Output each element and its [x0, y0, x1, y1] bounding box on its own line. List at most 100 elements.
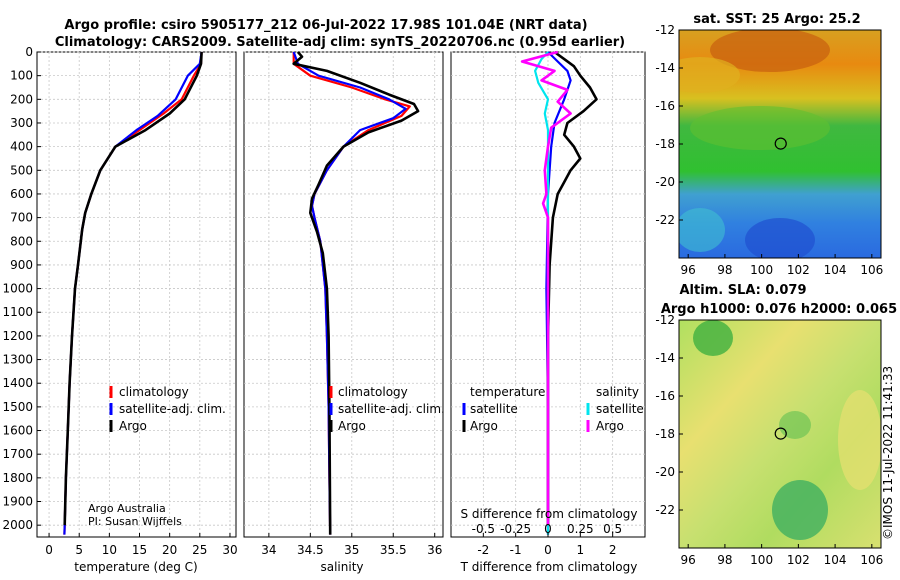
main-title-1: Argo profile: csiro 5905177_212 06-Jul-2… — [64, 18, 587, 33]
legend-climatology-label: climatology — [119, 385, 189, 399]
series-argo — [63, 51, 203, 526]
y-tick-label: 1500 — [2, 400, 33, 414]
legend-satellite-label: satellite-adj. clim. — [338, 402, 445, 416]
map-x-tick-label: 102 — [787, 263, 810, 277]
s-diff-tick-label: 0 — [544, 522, 552, 536]
x-tick-label: 36 — [427, 543, 442, 557]
s-diff-tick-label: -0.25 — [500, 522, 531, 536]
sst-cool-patch — [745, 218, 815, 258]
y-tick-label: 400 — [10, 140, 33, 154]
series-satellite — [292, 51, 407, 535]
map-y-tick-label: -12 — [655, 23, 675, 37]
sla-low-patch — [779, 411, 811, 439]
temperature-xlabel: temperature (deg C) — [74, 560, 197, 574]
legend-s-satellite-label: satellite — [596, 402, 644, 416]
series-temperature-argo — [546, 50, 598, 526]
difference-legend: temperature salinity satellite Argo sate… — [462, 385, 644, 433]
y-tick-label: 100 — [10, 69, 33, 83]
x-tick-label: 2 — [609, 543, 617, 557]
sla-subtitle: Argo h1000: 0.076 h2000: 0.065 — [661, 302, 897, 317]
x-tick-label: -2 — [477, 543, 489, 557]
map-y-tick-label: -22 — [655, 503, 675, 517]
salinity-axes — [243, 51, 444, 538]
y-tick-label: 1700 — [2, 447, 33, 461]
s-diff-tick-label: -0.5 — [472, 522, 495, 536]
difference-panel: -2 -1 0 1 2 -0.5 -0.25 0 0.25 0.5 T difference f… — [450, 50, 646, 574]
map-x-tick-label: 106 — [860, 553, 883, 567]
x-tick-label: 34 — [261, 543, 276, 557]
sst-green-patch — [690, 106, 830, 150]
legend-t-argo-label: Argo — [470, 419, 498, 433]
sst-map-panel: sat. SST: 25 Argo: 25.2 96 98 100 102 104 106… — [655, 12, 883, 277]
y-tick-label: 700 — [10, 211, 33, 225]
legend-salinity-header: salinity — [596, 385, 639, 399]
temperature-legend: climatology satellite-adj. clim. Argo — [109, 385, 226, 433]
x-tick-label: 15 — [132, 543, 147, 557]
sla-low-patch — [693, 320, 733, 356]
map-x-tick-label: 100 — [750, 263, 773, 277]
map-y-tick-label: -14 — [655, 351, 675, 365]
difference-xlabel: T difference from climatology — [460, 560, 638, 574]
y-tick-label: 200 — [10, 92, 33, 106]
legend-argo-label: Argo — [119, 419, 147, 433]
difference-x2label: S difference from climatology — [461, 507, 638, 521]
legend-temperature-header: temperature — [470, 385, 545, 399]
y-tick-label: 1600 — [2, 424, 33, 438]
map-y-tick-label: -12 — [655, 313, 675, 327]
series-salinity-argo — [520, 50, 572, 526]
y-tick-label: 2000 — [2, 518, 33, 532]
x-tick-label: 25 — [192, 543, 207, 557]
map-x-tick-label: 100 — [750, 553, 773, 567]
sla-high-patch — [838, 390, 881, 490]
y-tick-label: 1900 — [2, 495, 33, 509]
y-tick-label: 1300 — [2, 353, 33, 367]
map-y-tick-label: -18 — [655, 137, 675, 151]
y-tick-label: 1100 — [2, 305, 33, 319]
y-tick-label: 600 — [10, 187, 33, 201]
x-tick-label: -1 — [510, 543, 522, 557]
map-y-tick-label: -22 — [655, 213, 675, 227]
legend-satellite-label: satellite-adj. clim. — [119, 402, 226, 416]
sst-warm-patch — [679, 57, 740, 93]
credit-org: Argo Australia — [88, 502, 166, 515]
map-x-tick-label: 96 — [681, 553, 696, 567]
sst-title: sat. SST: 25 Argo: 25.2 — [693, 12, 860, 27]
map-x-tick-label: 102 — [787, 553, 810, 567]
x-tick-label: 30 — [222, 543, 237, 557]
map-y-tick-label: -14 — [655, 61, 675, 75]
x-tick-label: 20 — [162, 543, 177, 557]
x-tick-label: 5 — [75, 543, 83, 557]
map-x-tick-label: 104 — [824, 553, 847, 567]
map-x-tick-label: 98 — [717, 553, 732, 567]
series-argo — [292, 51, 420, 535]
temperature-panel: 0100200300400500600700800900100011001200… — [2, 45, 237, 574]
x-tick-label: 1 — [577, 543, 585, 557]
main-title-2: Climatology: CARS2009. Satellite-adj cli… — [55, 35, 625, 50]
y-tick-label: 1800 — [2, 471, 33, 485]
y-tick-label: 0 — [25, 45, 33, 59]
sst-cool-patch — [679, 208, 725, 252]
map-x-tick-label: 98 — [717, 263, 732, 277]
map-y-tick-label: -18 — [655, 427, 675, 441]
map-y-tick-label: -20 — [655, 465, 675, 479]
y-tick-label: 1000 — [2, 282, 33, 296]
s-diff-tick-label: 0.5 — [603, 522, 622, 536]
legend-climatology-label: climatology — [338, 385, 408, 399]
map-y-tick-label: -16 — [655, 389, 675, 403]
sla-float-marker — [774, 427, 787, 440]
legend-argo-label: Argo — [338, 419, 366, 433]
y-tick-label: 900 — [10, 258, 33, 272]
salinity-legend: climatology satellite-adj. clim. Argo — [329, 385, 445, 433]
sla-map-panel: Altim. SLA: 0.079 Argo h1000: 0.076 h200… — [655, 283, 897, 567]
x-tick-label: 10 — [102, 543, 117, 557]
y-tick-label: 1400 — [2, 376, 33, 390]
credit-pi: PI: Susan Wijffels — [88, 515, 182, 528]
sst-warm-patch — [710, 30, 830, 72]
x-tick-label: 34.5 — [297, 543, 324, 557]
salinity-xlabel: salinity — [320, 560, 363, 574]
s-diff-tick-label: 0.25 — [567, 522, 594, 536]
map-y-tick-label: -20 — [655, 175, 675, 189]
sst-float-marker — [774, 137, 787, 150]
x-tick-label: 35.5 — [380, 543, 407, 557]
